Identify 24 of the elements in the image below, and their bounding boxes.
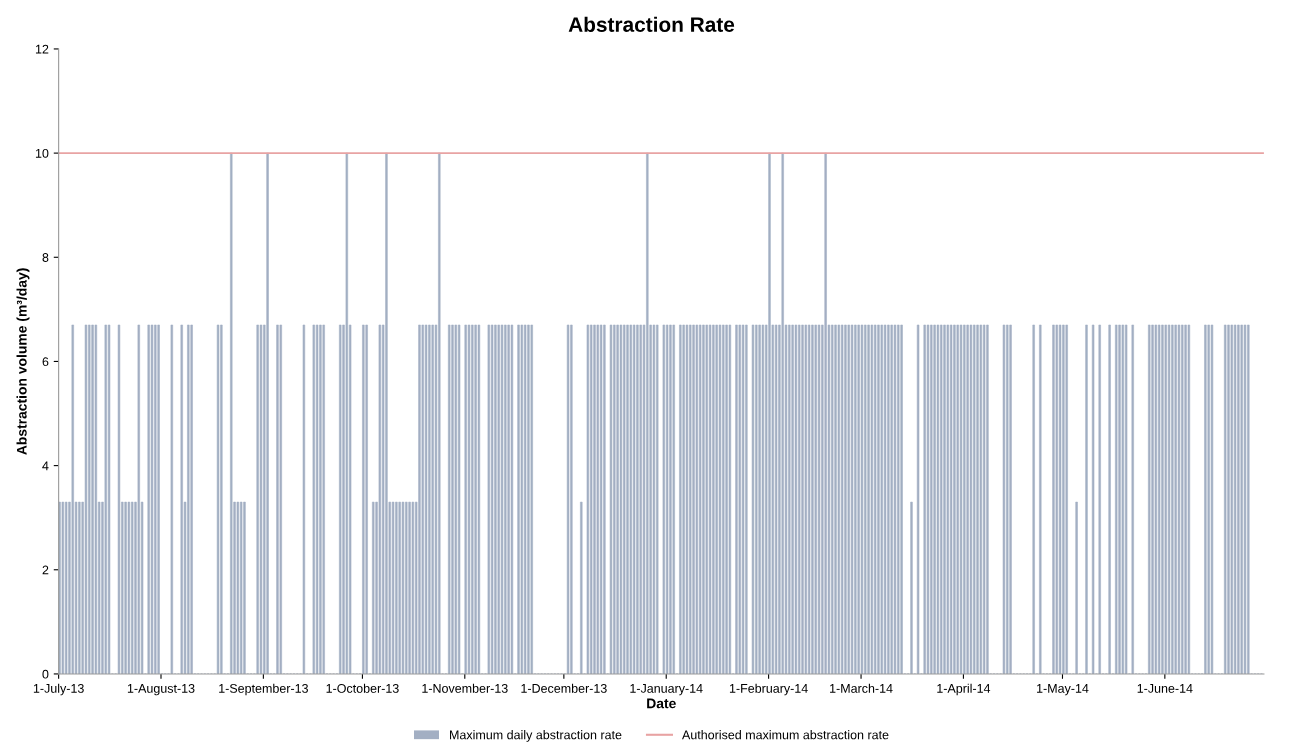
x-tick-label: 1-August-13	[127, 683, 195, 696]
x-tick-label: 1-March-14	[830, 683, 893, 693]
y-tick-label: 2	[42, 565, 49, 575]
x-tick-label: 1-October-13	[326, 683, 399, 693]
x-tick-label: 1-April-14	[937, 683, 991, 696]
x-tick-label: 1-November-13	[422, 683, 508, 693]
x-tick-label: 1-September-13	[219, 683, 308, 696]
x-tick-label: 1-July-13	[33, 683, 84, 696]
y-tick-label: 4	[42, 461, 49, 471]
y-tick-label: 8	[42, 253, 49, 262]
y-tick-label: 0	[42, 669, 49, 679]
y-axis-title: Abstraction volume (m³/day)	[16, 268, 30, 455]
chart-title: Abstraction Rate	[568, 16, 735, 32]
x-tick-label: 1-May-14	[1037, 684, 1089, 696]
x-tick-label: 1-January-14	[630, 684, 703, 696]
x-axis-title: Date	[647, 698, 676, 709]
y-tick-label: 12	[35, 44, 49, 54]
x-tick-label: 1-February-14	[729, 683, 808, 696]
x-tick-label: 1-June-14	[1137, 684, 1193, 693]
legend-label: Authorised maximum abstraction rate	[682, 730, 889, 740]
legend-label: Maximum daily abstraction rate	[450, 730, 622, 742]
y-tick-label: 6	[42, 357, 49, 367]
y-tick-label: 10	[35, 148, 49, 158]
x-tick-label: 1-December-13	[521, 683, 607, 693]
